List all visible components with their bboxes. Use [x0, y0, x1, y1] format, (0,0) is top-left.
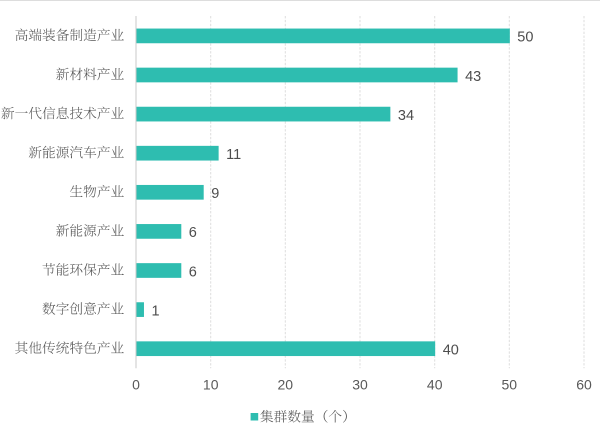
svg-text:6: 6 — [189, 225, 197, 241]
svg-text:50: 50 — [502, 377, 518, 393]
svg-text:20: 20 — [278, 377, 294, 393]
svg-text:43: 43 — [465, 69, 481, 85]
svg-text:9: 9 — [211, 186, 219, 202]
svg-text:50: 50 — [517, 30, 533, 46]
svg-text:60: 60 — [576, 377, 592, 393]
svg-text:40: 40 — [427, 377, 443, 393]
svg-text:40: 40 — [443, 343, 459, 359]
svg-text:1: 1 — [152, 303, 160, 319]
svg-text:11: 11 — [226, 147, 241, 163]
svg-text:6: 6 — [189, 264, 197, 280]
svg-text:34: 34 — [398, 108, 414, 124]
svg-text:30: 30 — [352, 377, 368, 393]
svg-text:0: 0 — [132, 377, 140, 393]
svg-text:10: 10 — [203, 377, 219, 393]
